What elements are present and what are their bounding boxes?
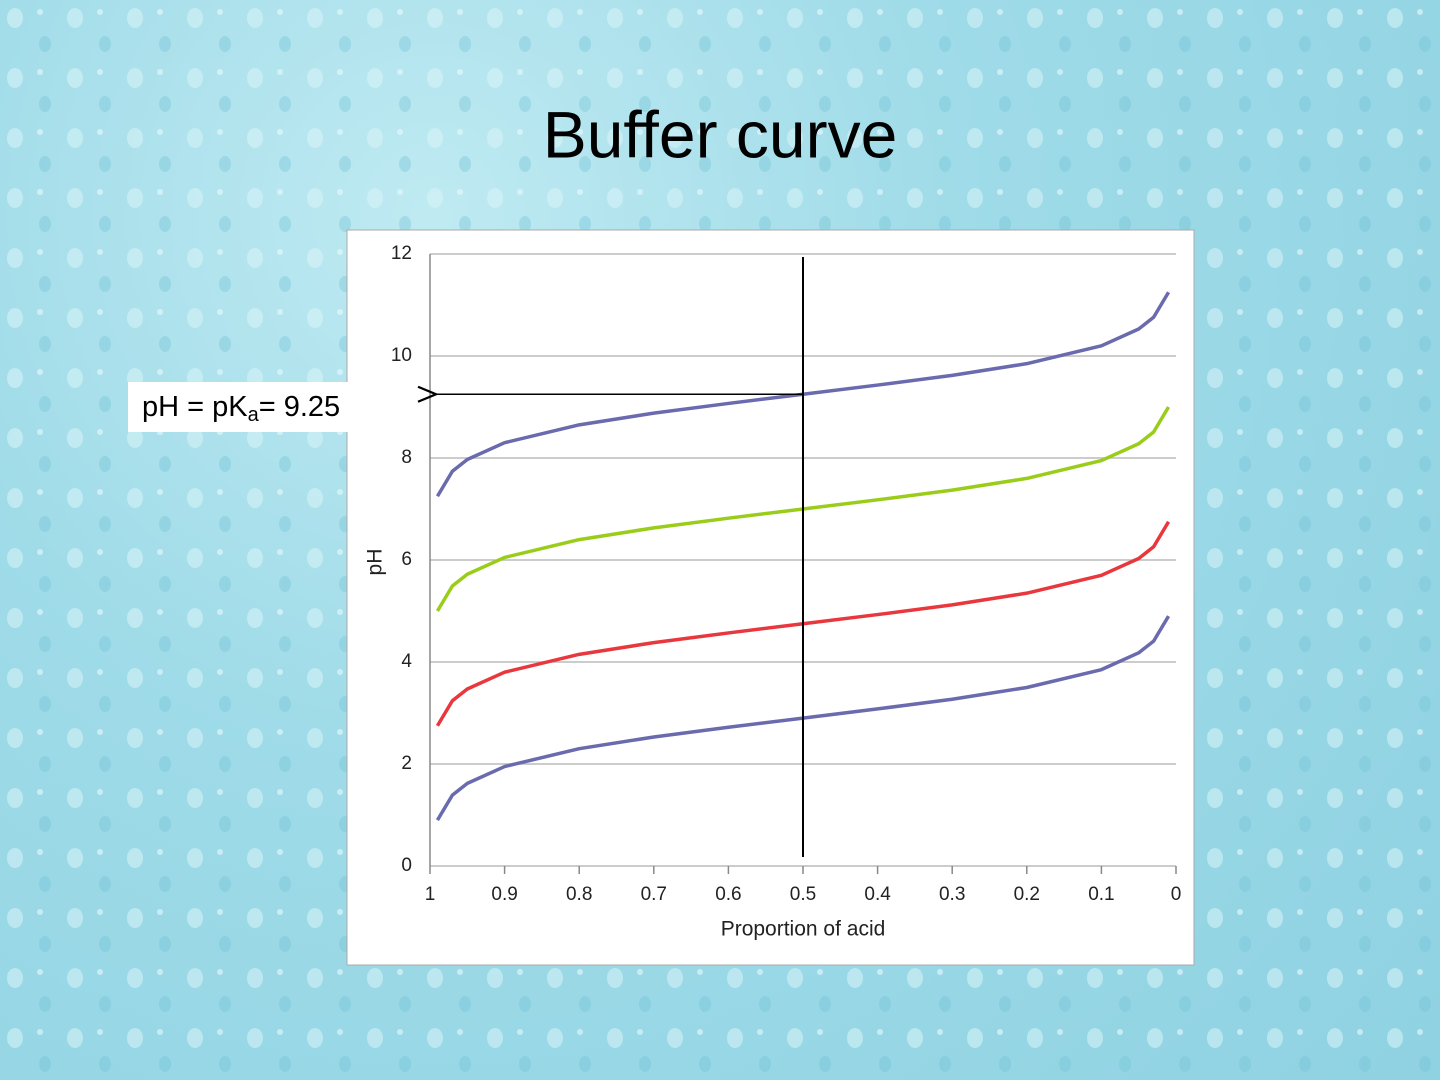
annotation-text: = 9.25 — [259, 391, 340, 423]
x-tick-label: 0.6 — [715, 884, 741, 905]
y-tick-label: 12 — [391, 243, 412, 264]
x-tick-label: 0.8 — [566, 884, 592, 905]
x-tick-label: 0.1 — [1088, 884, 1114, 905]
y-tick-label: 6 — [401, 549, 412, 570]
x-tick-label: 0.7 — [641, 884, 667, 905]
annotation: pH = pKa= 9.25 — [142, 391, 340, 427]
annotation-box — [128, 382, 385, 432]
y-tick-label: 8 — [401, 447, 412, 468]
y-tick-label: 4 — [401, 651, 412, 672]
annotation-subscript: a — [248, 404, 260, 426]
x-tick-label: 0.5 — [790, 884, 816, 905]
annotation-text: pH = pK — [142, 391, 248, 423]
x-tick-label: 0.4 — [864, 884, 891, 905]
y-tick-label: 0 — [401, 855, 412, 876]
slide-title: Buffer curve — [543, 97, 898, 171]
x-axis-label: Proportion of acid — [721, 918, 886, 941]
y-tick-label: 10 — [391, 345, 412, 366]
chart: 0 2 4 6 8 10 12 1 0.9 0.8 0.7 0.6 0.5 0.4 0.3 0.2 0.1 0 Pr… — [364, 243, 1182, 941]
y-axis-label: pH — [364, 549, 387, 576]
chart-frame — [346, 229, 1195, 966]
x-tick-label: 0.3 — [939, 884, 965, 905]
x-tick-label: 0.9 — [491, 884, 517, 905]
y-tick-label: 2 — [401, 753, 412, 774]
x-tick-label: 0 — [1171, 884, 1182, 905]
x-tick-label: 0.2 — [1014, 884, 1040, 905]
x-tick-label: 1 — [425, 884, 436, 905]
